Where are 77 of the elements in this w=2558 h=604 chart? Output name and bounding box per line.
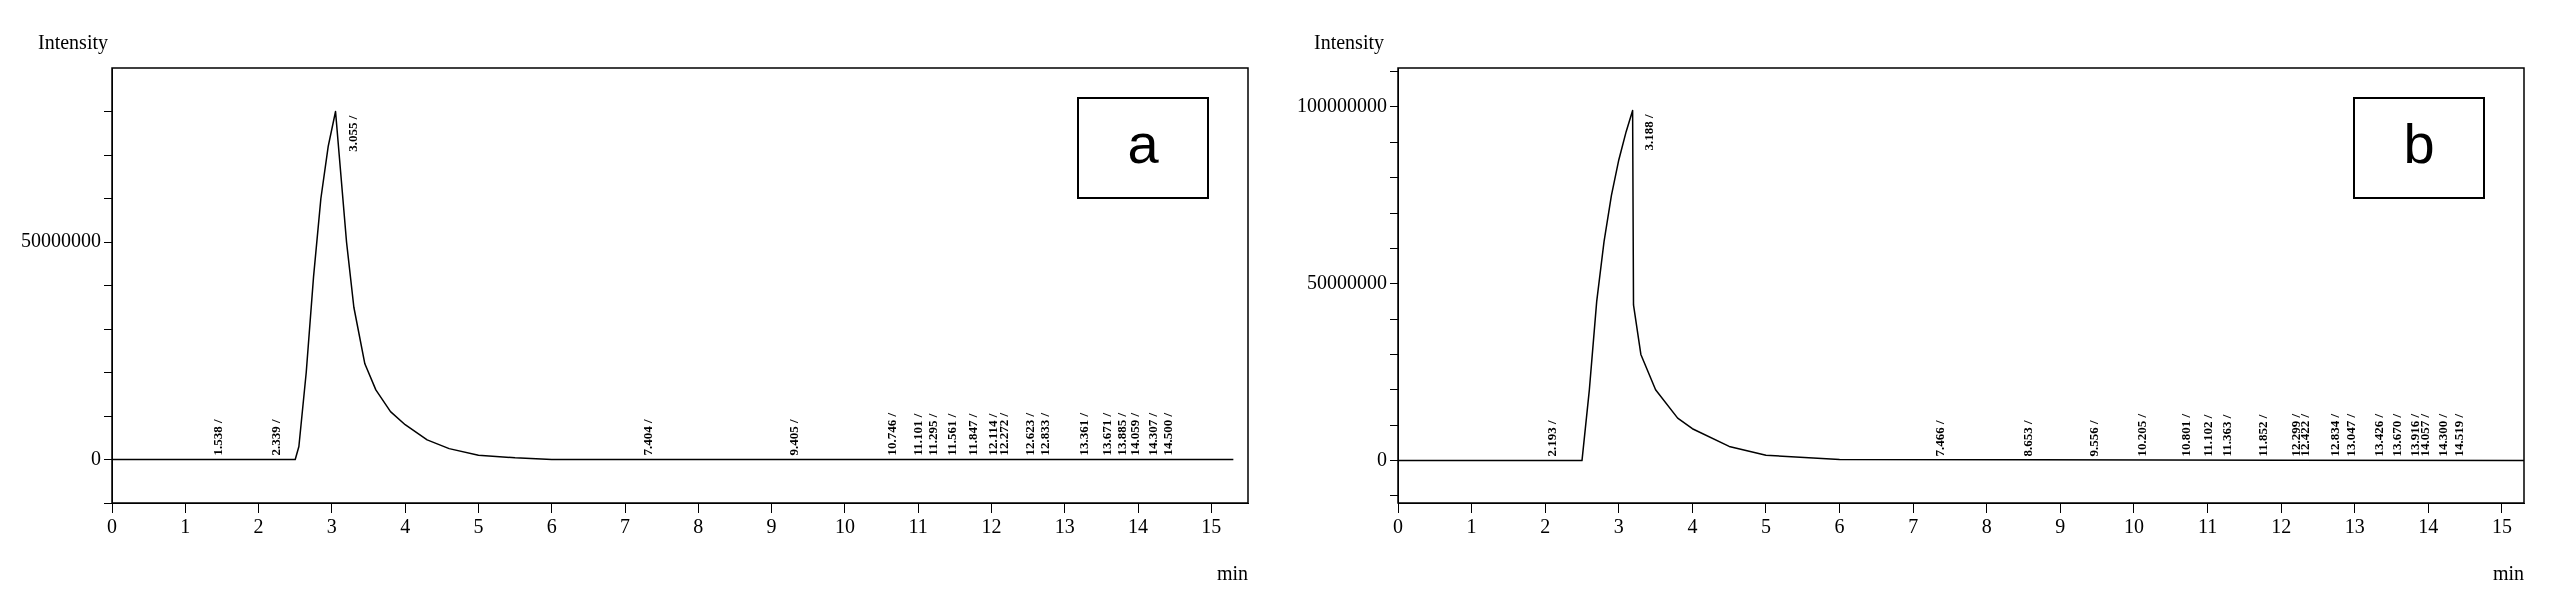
x-tick-label: 11 (2197, 515, 2218, 538)
x-tick-label: 15 (2491, 515, 2512, 538)
y-tick-label: 50000000 (21, 229, 101, 252)
annotation: 11.102 / (2199, 414, 2215, 457)
annotation: 12.834 / (2327, 413, 2343, 457)
annotation: 14.059 / (1127, 412, 1143, 456)
annotation: 14.519 / (2451, 413, 2467, 457)
annotation: 10.746 / (884, 412, 900, 456)
y-axis-title: Intensity (1314, 31, 1384, 55)
x-tick-label: 15 (1201, 515, 1222, 538)
x-tick-label: 2 (1540, 515, 1551, 538)
annotation: 7.404 / (639, 419, 655, 456)
x-tick-label: 7 (620, 515, 631, 538)
x-tick-label: 8 (1981, 515, 1992, 538)
annotation: 13.047 / (2343, 413, 2359, 457)
annotation: 8.653 / (2019, 420, 2035, 457)
x-tick-label: 13 (1054, 515, 1075, 538)
x-tick-label: 1 (180, 515, 191, 538)
annotation: 9.556 / (2086, 420, 2102, 457)
annotation: 14.307 / (1145, 412, 1161, 456)
x-tick-label: 7 (1908, 515, 1919, 538)
y-tick-label: 50000000 (1307, 270, 1387, 293)
annotation: 11.847 / (965, 413, 981, 456)
annotation: 14.500 / (1159, 412, 1175, 456)
x-tick-label: 9 (766, 515, 777, 538)
x-tick-label: 3 (1613, 515, 1624, 538)
x-tick-label: 12 (981, 515, 1002, 538)
x-tick-label: 4 (400, 515, 411, 538)
x-tick-label: 10 (834, 515, 855, 538)
x-axis-title: min (2492, 562, 2524, 585)
text: a (1127, 112, 1160, 176)
x-tick-label: 14 (2418, 515, 2439, 538)
x-tick-label: 5 (473, 515, 484, 538)
annotation: 13.426 / (2370, 413, 2386, 457)
x-tick-label: 2 (253, 515, 264, 538)
annotation: 11.852 / (2255, 414, 2271, 457)
annotation: 12.623 / (1022, 412, 1037, 456)
annotation: 2.339 / (268, 419, 284, 456)
annotation: 11.295 / (924, 413, 940, 456)
annotation: 7.466 / (1932, 420, 1948, 457)
x-tick-label: 6 (1834, 515, 1845, 538)
annotation: 13.361 / (1076, 412, 1092, 456)
x-tick-label: 5 (1760, 515, 1771, 538)
annotation: 13.670 / (2388, 413, 2404, 457)
x-tick-label: 13 (2344, 515, 2365, 538)
annotation: 11.363 / (2219, 414, 2235, 457)
annotation: 10.205 / (2133, 413, 2149, 457)
annotation: 11.561 / (944, 413, 960, 456)
text: b (2403, 112, 2435, 176)
annotation: 12.833 / (1037, 412, 1053, 456)
x-tick-label: 6 (546, 515, 557, 538)
annotation: 3.188 / (1641, 114, 1657, 151)
x-tick-label: 4 (1687, 515, 1698, 538)
annotation: 13.916 / (2407, 413, 2422, 457)
y-tick-label: 100000000 (1297, 94, 1387, 117)
annotation: 3.055 / (344, 115, 360, 152)
annotation: 13.671 / (1098, 412, 1114, 456)
x-tick-label: 0 (107, 515, 117, 538)
x-tick-label: 10 (2123, 515, 2144, 538)
x-tick-label: 14 (1128, 515, 1149, 538)
x-tick-label: 8 (693, 515, 704, 538)
x-tick-label: 9 (2055, 515, 2066, 538)
x-tick-label: 1 (1466, 515, 1477, 538)
y-axis-title: Intensity (38, 31, 108, 55)
x-tick-label: 12 (2271, 515, 2292, 538)
x-tick-label: 3 (326, 515, 337, 538)
annotation: 13.885 / (1114, 412, 1130, 456)
annotation: 10.801 / (2177, 413, 2193, 457)
annotation: 1.538 / (209, 419, 225, 456)
annotation: 11.101 / (910, 413, 926, 456)
x-tick-label: 0 (1393, 515, 1403, 538)
annotation: 2.193 / (1544, 420, 1560, 457)
y-tick-label: 0 (1377, 447, 1387, 470)
annotation: 9.405 / (786, 419, 802, 456)
x-axis-title: min (1216, 562, 1248, 585)
x-tick-label: 11 (908, 515, 928, 538)
annotation: 14.300 / (2435, 413, 2451, 457)
